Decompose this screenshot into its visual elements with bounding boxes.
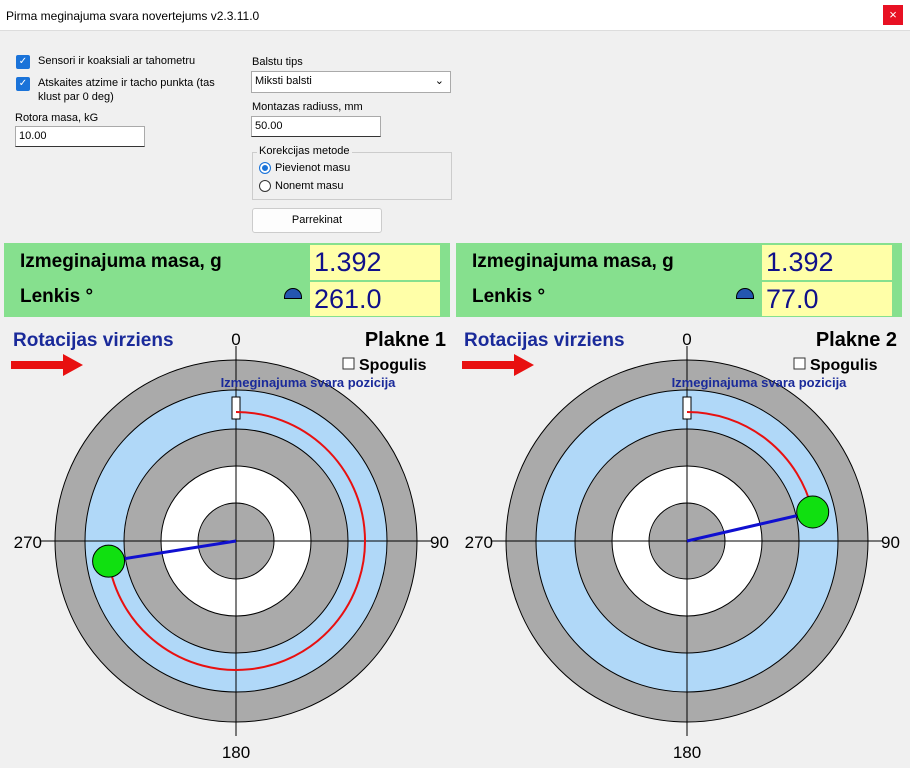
gauge-icon <box>736 288 754 299</box>
mass-value: 1.392 <box>310 245 440 280</box>
dropdown-arrow: ⌄ <box>434 75 444 87</box>
radio-label: Nonemt masu <box>275 180 344 192</box>
trial-weight <box>796 495 830 529</box>
mount-radius-input[interactable]: 50.00 <box>251 116 381 137</box>
balance-type-select[interactable]: Miksti balsti ⌄ <box>251 71 451 93</box>
close-button[interactable]: × <box>883 5 903 25</box>
position-label: Izmeginajuma svara pozicija <box>672 375 848 390</box>
mirror-checkbox[interactable] <box>793 357 806 370</box>
rotation-label: Rotacijas virziens <box>464 330 625 351</box>
radio[interactable] <box>259 162 271 174</box>
axis-label: 0 <box>231 330 240 349</box>
groupbox-label: Korekcijas metode <box>257 145 352 157</box>
groupbox <box>252 152 452 200</box>
angle-value: 261.0 <box>310 282 440 316</box>
position-label: Izmeginajuma svara pozicija <box>221 375 397 390</box>
axis-label: 270 <box>465 533 493 552</box>
window-title: Pirma meginajuma svara novertejums v2.3.… <box>6 9 260 23</box>
reference-mark <box>682 396 692 420</box>
weight-vector <box>108 539 237 563</box>
checkbox-label: Sensori ir koaksiali ar tahometru <box>38 55 196 67</box>
diagrams: Rotacijas virziens Plakne 1SpogulisIzmegi… <box>11 329 900 762</box>
plane-label: Plakne 1 <box>365 329 446 351</box>
title-bar <box>0 0 910 31</box>
field-label: Montazas radiuss, mm <box>252 101 363 113</box>
mirror-label: Spogulis <box>359 357 427 374</box>
rotation-arrow <box>462 354 534 376</box>
rotation-arrow <box>11 354 83 376</box>
radio[interactable] <box>259 180 271 192</box>
angle-label: Lenkis ° <box>472 286 546 307</box>
field-label: Balstu tips <box>252 56 303 68</box>
trial-weight <box>92 544 126 578</box>
checkbox[interactable]: ✓ <box>16 77 30 91</box>
rotor-mass-input[interactable]: 10.00 <box>15 126 145 147</box>
axis-label: 270 <box>14 533 42 552</box>
rotation-label: Rotacijas virziens <box>13 330 174 351</box>
axis-label: 0 <box>682 330 691 349</box>
mass-value: 1.392 <box>762 245 892 280</box>
axis-label: 180 <box>222 743 250 762</box>
checkbox[interactable]: ✓ <box>16 55 30 69</box>
recalc-button[interactable]: Parrekinat <box>252 208 382 233</box>
mass-label: Izmeginajuma masa, g <box>472 251 674 272</box>
checkbox-label: Atskaites atzime ir tacho punkta (tas kl… <box>38 77 215 103</box>
radio-label: Pievienot masu <box>275 162 351 174</box>
mirror-label: Spogulis <box>810 357 878 374</box>
gauge-icon <box>284 288 302 299</box>
axis-label: 90 <box>881 533 900 552</box>
select-value: Miksti balsti <box>255 75 312 87</box>
angle-label: Lenkis ° <box>20 286 94 307</box>
angle-value: 77.0 <box>762 282 892 316</box>
axis-label: 180 <box>673 743 701 762</box>
axis-label: 90 <box>430 533 449 552</box>
plane-label: Plakne 2 <box>816 329 897 351</box>
reference-mark <box>231 396 241 420</box>
weight-vector <box>686 510 814 543</box>
field-label: Rotora masa, kG <box>15 112 99 124</box>
rotation-arc <box>107 411 366 671</box>
mirror-checkbox[interactable] <box>342 357 355 370</box>
rotation-arc <box>686 411 814 513</box>
mass-label: Izmeginajuma masa, g <box>20 251 222 272</box>
